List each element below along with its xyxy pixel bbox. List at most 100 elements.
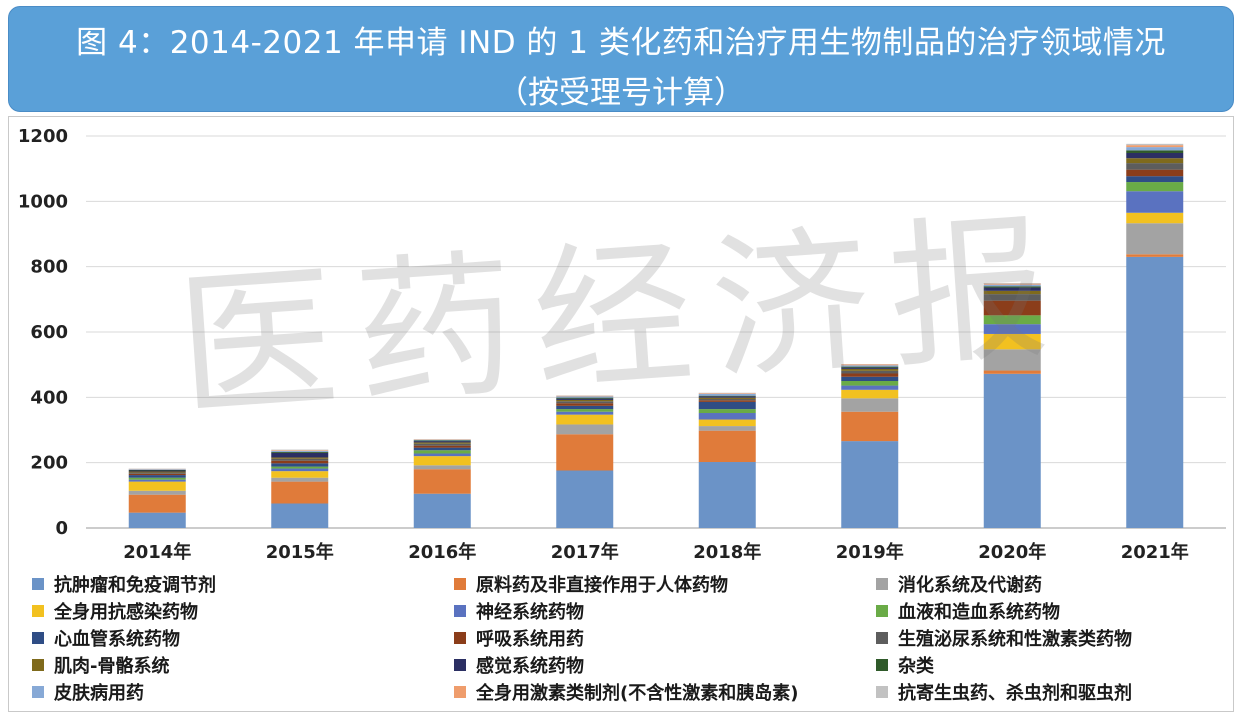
legend-item: 抗肿瘤和免疫调节剂 [32, 572, 216, 596]
bar-segment [128, 469, 186, 470]
bar-segment [413, 443, 471, 446]
bar-segment [556, 414, 614, 425]
bar-segment [698, 396, 756, 398]
legend-swatch [32, 578, 44, 590]
bar-segment [841, 385, 899, 390]
bar-segment [413, 493, 471, 528]
chart-title: 图 4：2014-2021 年申请 IND 的 1 类化药和治疗用生物制品的治疗… [76, 25, 1166, 61]
bar-segment [271, 450, 329, 451]
bar-segment [841, 365, 899, 367]
legend-item: 皮肤病用药 [32, 680, 144, 704]
legend-item: 血液和造血系统药物 [876, 599, 1060, 623]
bar-segment [271, 503, 329, 528]
legend-swatch [876, 578, 888, 590]
bar-segment [841, 370, 899, 374]
bar-segment [1126, 223, 1184, 255]
bar-segment [128, 471, 186, 473]
bar-segment [271, 481, 329, 504]
legend-label: 全身用抗感染药物 [54, 602, 198, 623]
legend-label: 生殖泌尿系统和性激素类药物 [898, 629, 1132, 650]
chart-legend: 抗肿瘤和免疫调节剂 原料药及非直接作用于人体药物 消化系统及代谢药 全身用抗感染药物 神… [32, 572, 1232, 712]
x-tick-label: 2014年 [123, 541, 191, 563]
bar-segment [1126, 176, 1184, 183]
legend-swatch [454, 686, 466, 698]
bar-segment [128, 479, 186, 482]
bar-segment [983, 370, 1041, 374]
legend-swatch [876, 686, 888, 698]
bar-segment [1126, 212, 1184, 224]
bar-segment [698, 430, 756, 463]
bar-segment [1126, 147, 1184, 151]
legend-swatch [32, 605, 44, 617]
bar-segment [556, 470, 614, 528]
bar-segment [698, 393, 756, 396]
bar-segment [556, 409, 614, 412]
bar-segment [128, 477, 186, 480]
legend-label: 皮肤病用药 [54, 683, 144, 704]
bar-segment [1126, 191, 1184, 213]
bar-segment [413, 453, 471, 457]
bar-segment [271, 450, 329, 452]
bar-segment [983, 333, 1041, 350]
legend-item: 全身用抗感染药物 [32, 599, 198, 623]
legend-item: 呼吸系统用药 [454, 626, 584, 650]
bar-segment [413, 442, 471, 444]
bar-segment [413, 450, 471, 454]
legend-swatch [32, 632, 44, 644]
bar-segment [556, 405, 614, 410]
bar-segment [841, 367, 899, 369]
bar-segment [841, 411, 899, 442]
bar-segment [698, 462, 756, 528]
bar-segment [556, 401, 614, 404]
bar-segment [271, 451, 329, 453]
bar-segment [983, 284, 1041, 287]
bar-segment [983, 373, 1041, 528]
x-tick-label: 2020年 [978, 541, 1046, 563]
bar-segment [556, 398, 614, 400]
bar-segment [271, 477, 329, 482]
legend-swatch [32, 686, 44, 698]
bar-segment [271, 468, 329, 472]
bar-segment [698, 397, 756, 399]
y-tick-label: 1000 [18, 191, 68, 212]
legend-label: 血液和造血系统药物 [898, 602, 1060, 623]
y-tick-label: 200 [30, 453, 68, 474]
legend-label: 神经系统药物 [476, 602, 584, 623]
bar-segment [1126, 158, 1184, 164]
bar-segment [983, 283, 1041, 284]
bar-segment [698, 401, 756, 410]
bar-segment [841, 389, 899, 399]
bar-segment [841, 398, 899, 412]
bar-segment [1126, 163, 1184, 170]
legend-label: 全身用激素类制剂(不含性激素和胰岛素) [476, 683, 799, 704]
bar-segment [698, 426, 756, 431]
y-tick-label: 400 [30, 387, 68, 408]
bar-segment [698, 395, 756, 397]
bar-segment [413, 469, 471, 494]
bar-segment [698, 400, 756, 402]
bar-segment [1126, 150, 1184, 153]
bar-segment [128, 475, 186, 478]
bar-segment [128, 473, 186, 476]
x-tick-label: 2016年 [408, 541, 476, 563]
bar-segment [556, 403, 614, 406]
legend-label: 肌肉-骨骼系统 [54, 656, 170, 677]
bar-segment [983, 324, 1041, 334]
legend-swatch [454, 632, 466, 644]
legend-label: 呼吸系统用药 [476, 629, 584, 650]
bar-segment [1126, 256, 1184, 528]
bar-segment [128, 490, 186, 495]
bar-segment [1126, 143, 1184, 146]
legend-item: 生殖泌尿系统和性激素类药物 [876, 626, 1132, 650]
legend-swatch [454, 578, 466, 590]
bar-segment [698, 393, 756, 394]
bar-segment [1126, 152, 1184, 159]
bar-segment [413, 441, 471, 443]
bar-segment [556, 395, 614, 397]
legend-item: 杂类 [876, 653, 934, 677]
bar-segment [271, 463, 329, 467]
legend-item: 神经系统药物 [454, 599, 584, 623]
bar-segment [413, 456, 471, 466]
legend-label: 抗寄生虫药、杀虫剂和驱虫剂 [898, 683, 1132, 704]
bar-segment [556, 411, 614, 415]
